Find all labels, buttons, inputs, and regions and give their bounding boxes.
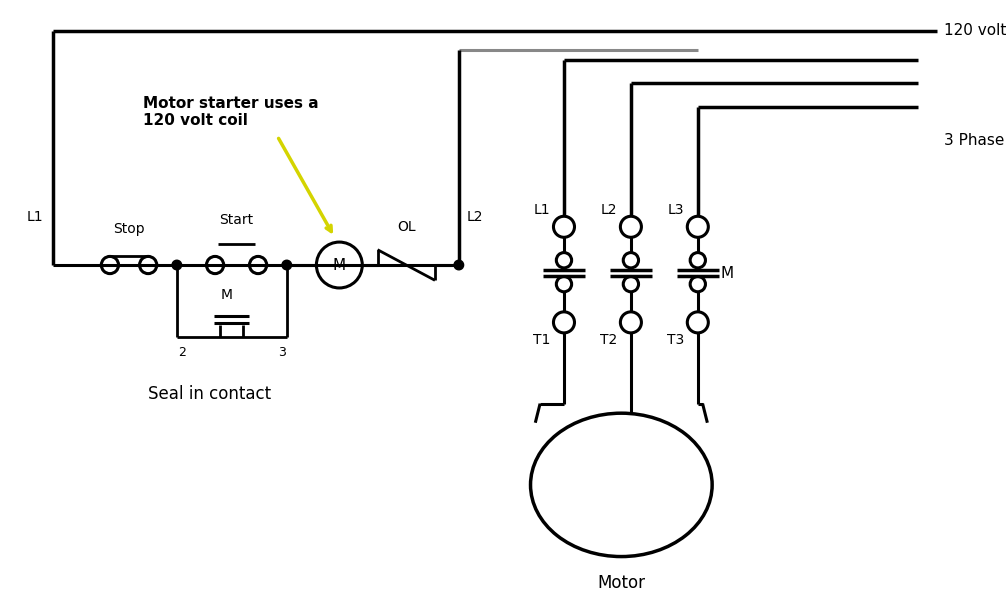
Text: Start: Start (219, 213, 253, 227)
Text: M: M (221, 288, 233, 302)
Text: Motor: Motor (598, 574, 645, 592)
Text: L1: L1 (534, 203, 550, 217)
Text: L2: L2 (601, 203, 618, 217)
Text: 120 volt: 120 volt (944, 23, 1007, 38)
Text: T3: T3 (667, 332, 684, 347)
Text: M: M (333, 257, 346, 272)
Text: 3 Phase: 3 Phase (944, 133, 1005, 148)
Text: L2: L2 (467, 210, 483, 224)
Circle shape (172, 260, 181, 270)
Text: OL: OL (397, 220, 415, 235)
Circle shape (282, 260, 291, 270)
Circle shape (454, 260, 464, 270)
Text: 2: 2 (177, 346, 185, 359)
Text: T2: T2 (600, 332, 618, 347)
Text: M: M (721, 266, 734, 281)
Text: Seal in contact: Seal in contact (148, 385, 271, 403)
Text: L1: L1 (26, 210, 43, 224)
Text: T1: T1 (533, 332, 550, 347)
Text: 3: 3 (278, 346, 286, 359)
Text: Motor starter uses a
120 volt coil: Motor starter uses a 120 volt coil (143, 96, 319, 128)
Text: L3: L3 (668, 203, 684, 217)
Text: Stop: Stop (113, 223, 145, 236)
